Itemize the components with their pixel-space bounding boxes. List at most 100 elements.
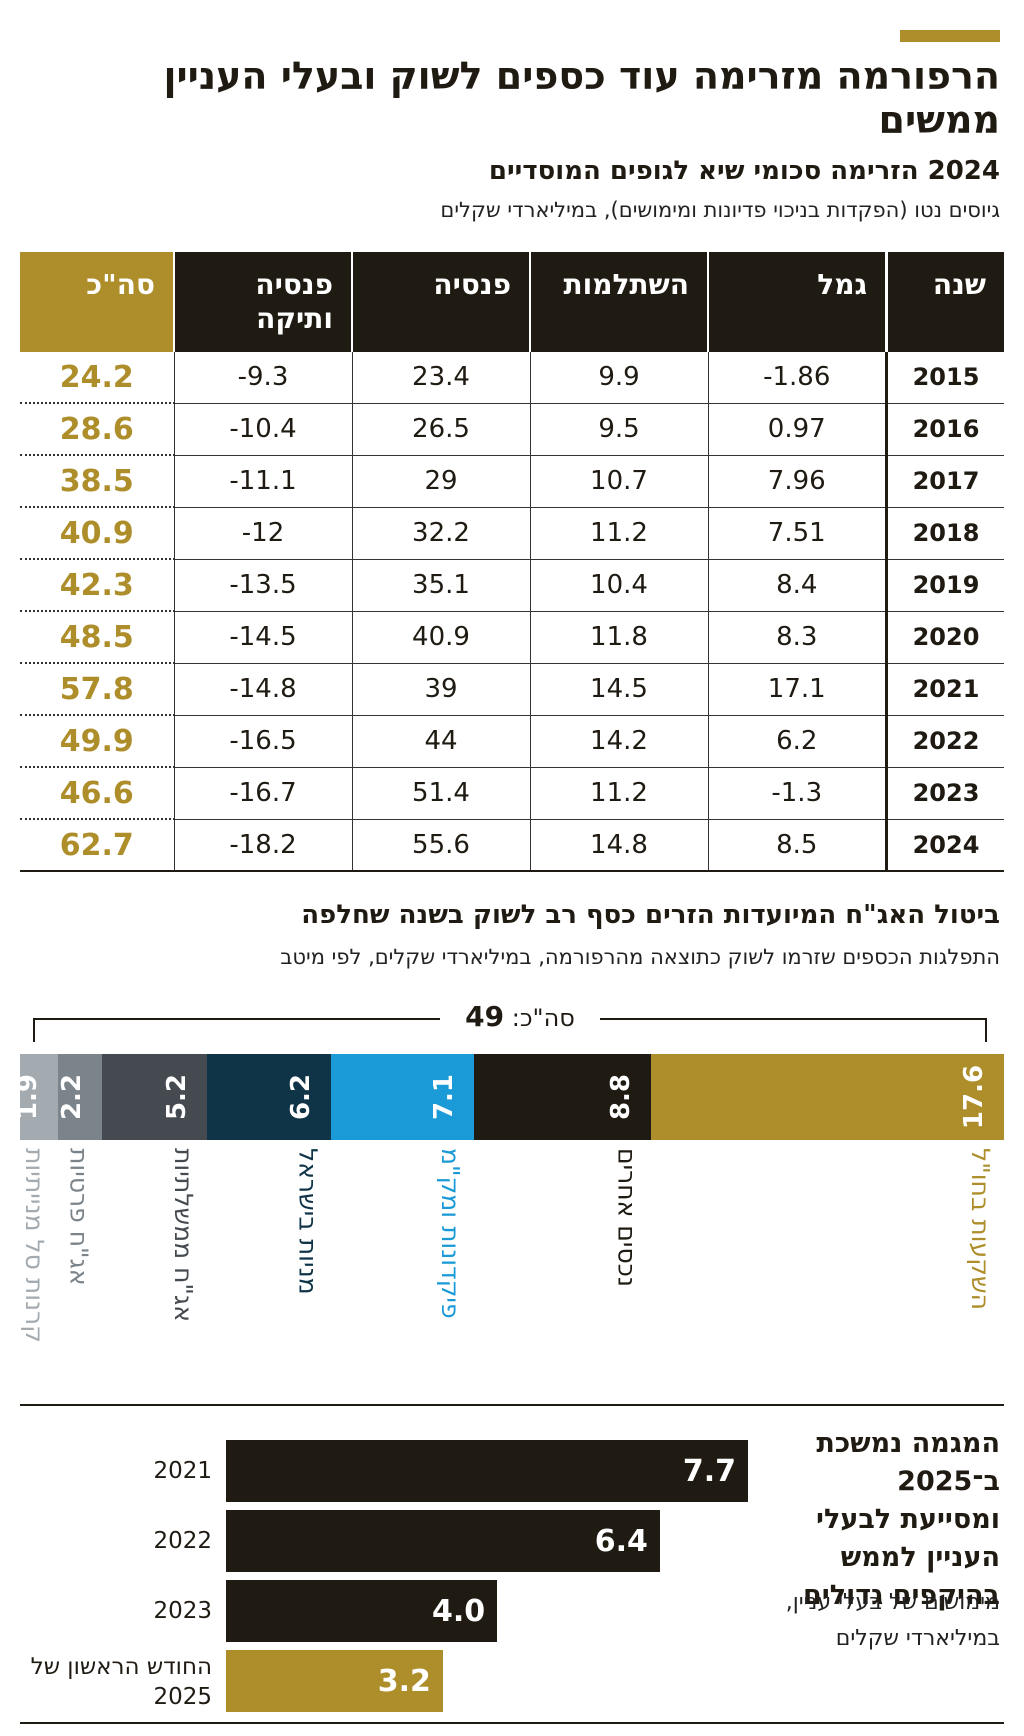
cell-hishtalmut: 9.5 — [529, 403, 708, 456]
stack-total-label: סה"כ: 49 — [440, 1000, 600, 1033]
bottom-divider — [20, 1722, 1004, 1724]
stack-segment — [206, 1054, 332, 1140]
stack-category-label: אג"ח ממשלתיות — [169, 1148, 209, 1448]
stack-value-label: 5.2 — [147, 1054, 207, 1140]
table-row: 2024 8.5 14.8 55.6 -18.2 62.7 — [20, 819, 1004, 872]
col-header-gemel: גמל — [707, 252, 887, 352]
sales-bar: 7.7 — [226, 1440, 748, 1502]
table-row: 2022 6.2 14.2 44 -16.5 49.9 — [20, 715, 1004, 768]
col-header-year: שנה — [885, 252, 1004, 352]
section-divider — [20, 1404, 1004, 1406]
stack-total-text: סה"כ: — [511, 1004, 575, 1032]
stack-value-label: 6.2 — [271, 1054, 331, 1140]
cell-year: 2017 — [885, 455, 1004, 508]
stack-segment — [102, 1054, 207, 1140]
stack-category-text: פיקדונות ומק"מ — [435, 1148, 465, 1319]
stack-segment — [20, 1054, 59, 1140]
sales-bar-value: 6.4 — [594, 1523, 648, 1559]
cell-total: 57.8 — [20, 663, 174, 716]
cell-gemel: 0.97 — [707, 403, 887, 456]
cell-gemel: 8.4 — [707, 559, 887, 612]
inflows-table: שנה גמל השתלמות פנסיה פנסיה ותיקה סה"כ 2… — [20, 252, 1004, 872]
cell-pensia: 40.9 — [351, 611, 530, 664]
sales-bar-category: 2021 — [153, 1458, 212, 1484]
cell-pensia: 55.6 — [351, 819, 530, 872]
cell-vatika: -14.5 — [173, 611, 352, 664]
cell-hishtalmut: 9.9 — [529, 352, 708, 404]
cell-hishtalmut: 10.7 — [529, 455, 708, 508]
table-row: 2023 -1.3 11.2 51.4 -16.7 46.6 — [20, 767, 1004, 820]
stack-value-label: 7.1 — [414, 1054, 474, 1140]
cell-hishtalmut: 11.2 — [529, 767, 708, 820]
stack-category-label: אג"ח פרטיות — [64, 1148, 104, 1448]
table-row: 2021 17.1 14.5 39 -14.8 57.8 — [20, 663, 1004, 716]
stack-subtitle: התפלגות הכספים שזרמו לשוק כתוצאה מהרפורמ… — [280, 945, 1000, 969]
table-row: 2019 8.4 10.4 35.1 -13.5 42.3 — [20, 559, 1004, 612]
sales-bar: 6.4 — [226, 1510, 660, 1572]
cell-vatika: -9.3 — [173, 352, 352, 404]
stack-value-text: 2.2 — [57, 1073, 88, 1121]
col-header-vatika: פנסיה ותיקה — [173, 252, 352, 352]
cell-total: 42.3 — [20, 559, 174, 612]
cell-year: 2018 — [885, 507, 1004, 560]
stack-value-text: 7.1 — [428, 1073, 459, 1121]
cell-vatika: -16.5 — [173, 715, 352, 768]
cell-total: 62.7 — [20, 819, 174, 872]
cell-hishtalmut: 14.5 — [529, 663, 708, 716]
cell-hishtalmut: 11.8 — [529, 611, 708, 664]
cell-gemel: -1.3 — [707, 767, 887, 820]
stack-category-label: פיקדונות ומק"מ — [436, 1148, 476, 1448]
cell-year: 2024 — [885, 819, 1004, 872]
stack-category-text: אג"ח ממשלתיות — [168, 1148, 198, 1322]
cell-gemel: 7.51 — [707, 507, 887, 560]
cell-pensia: 26.5 — [351, 403, 530, 456]
cell-pensia: 51.4 — [351, 767, 530, 820]
cell-year: 2020 — [885, 611, 1004, 664]
sales-title: המגמה נמשכת ב־2025 ומסייעת לבעלי העניין … — [802, 1428, 1000, 1611]
stack-value-label: 8.8 — [591, 1054, 651, 1140]
stack-value-text: 17.6 — [959, 1064, 989, 1130]
cell-hishtalmut: 14.8 — [529, 819, 708, 872]
col-header-pensia: פנסיה — [351, 252, 530, 352]
cell-vatika: -10.4 — [173, 403, 352, 456]
cell-vatika: -16.7 — [173, 767, 352, 820]
stack-category-text: מניות בישראל — [293, 1148, 323, 1295]
stack-value-label: 17.6 — [944, 1054, 1004, 1140]
stack-category-label: השקעות בחו"ל — [966, 1148, 1006, 1448]
cell-vatika: -14.8 — [173, 663, 352, 716]
cell-year: 2021 — [885, 663, 1004, 716]
sales-bar-category: 2022 — [153, 1528, 212, 1554]
cell-gemel: 7.96 — [707, 455, 887, 508]
table-header-row: שנה גמל השתלמות פנסיה פנסיה ותיקה סה"כ — [20, 252, 1004, 352]
cell-pensia: 29 — [351, 455, 530, 508]
cell-pensia: 32.2 — [351, 507, 530, 560]
table-row: 2020 8.3 11.8 40.9 -14.5 48.5 — [20, 611, 1004, 664]
stack-category-text: השקעות בחו"ל — [966, 1148, 995, 1310]
table-note: גיוסים נטו (הפקדות בניכוי פדיונות ומימוש… — [440, 198, 1000, 222]
stack-segment — [331, 1054, 474, 1140]
col-header-hishtalmut: השתלמות — [529, 252, 708, 352]
stack-title: ביטול האג"ח המיועדות הזרים כסף רב לשוק ב… — [301, 900, 1000, 930]
stack-value-text: 6.2 — [286, 1073, 317, 1121]
sales-bar: 4.0 — [226, 1580, 498, 1642]
stack-segment — [473, 1054, 651, 1140]
stack-segment — [58, 1054, 103, 1140]
table-row: 2016 0.97 9.5 26.5 -10.4 28.6 — [20, 403, 1004, 456]
cell-vatika: -11.1 — [173, 455, 352, 508]
cell-year: 2023 — [885, 767, 1004, 820]
sales-bar-category: 2023 — [153, 1598, 212, 1624]
cell-total: 46.6 — [20, 767, 174, 820]
cell-gemel: 6.2 — [707, 715, 887, 768]
cell-pensia: 44 — [351, 715, 530, 768]
cell-year: 2015 — [885, 352, 1004, 404]
cell-vatika: -12 — [173, 507, 352, 560]
sales-bar-value: 3.2 — [377, 1663, 431, 1699]
cell-year: 2016 — [885, 403, 1004, 456]
sales-bar-category: החודש הראשון של 2025 — [30, 1654, 212, 1710]
col-header-total: סה"כ — [20, 252, 174, 352]
cell-gemel: 17.1 — [707, 663, 887, 716]
cell-vatika: -18.2 — [173, 819, 352, 872]
cell-gemel: 8.3 — [707, 611, 887, 664]
cell-pensia: 23.4 — [351, 352, 530, 404]
table-row: 2015 -1.86 9.9 23.4 -9.3 24.2 — [20, 352, 1004, 404]
